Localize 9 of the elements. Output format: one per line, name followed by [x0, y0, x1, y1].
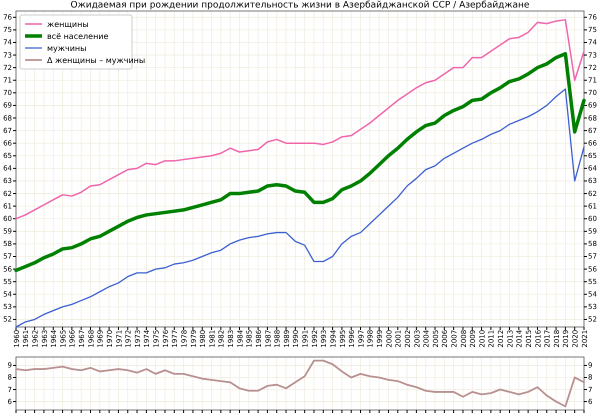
- line-series: [15, 19, 585, 220]
- line-series: [15, 88, 585, 328]
- legend-label: всё население: [47, 32, 108, 41]
- line-series: [14, 52, 586, 272]
- legend-label: мужчины: [47, 44, 86, 53]
- chart-title: Ожидаемая при рождении продолжительность жизни в Азербайджанской ССР / Азербайджане: [70, 0, 530, 10]
- text: Δ женщины – мужчины: [47, 56, 146, 65]
- legend-label: женщины: [47, 20, 89, 29]
- line-series: [15, 360, 585, 408]
